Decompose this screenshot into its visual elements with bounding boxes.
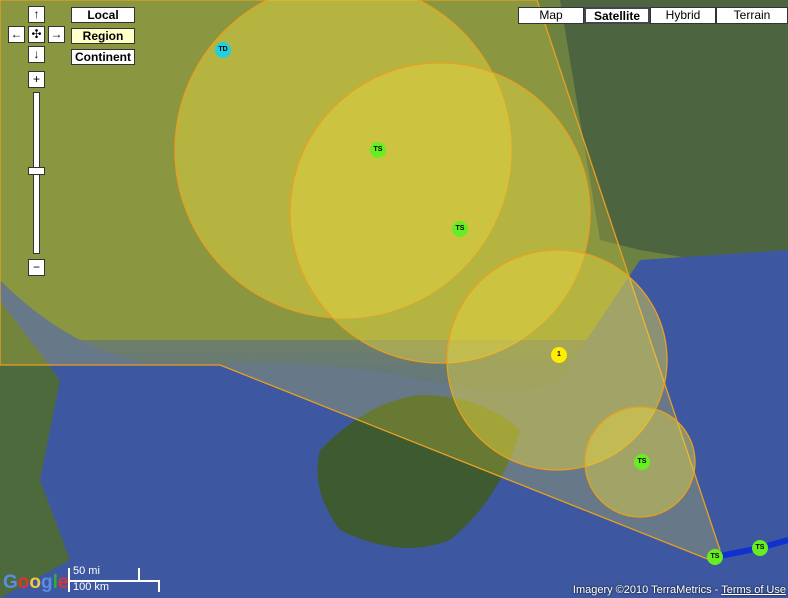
storm-marker-icon[interactable]: TS bbox=[707, 549, 723, 565]
zoom-out-button[interactable]: − bbox=[28, 259, 45, 276]
zoom-preset-continent[interactable]: Continent bbox=[71, 49, 135, 65]
imagery-credit: Imagery ©2010 TerraMetrics - bbox=[572, 584, 722, 596]
hainan-island bbox=[317, 395, 520, 548]
storm-marker-icon[interactable]: TS bbox=[370, 142, 386, 158]
zoom-slider-thumb[interactable] bbox=[28, 167, 45, 175]
storm-marker-icon[interactable]: TD bbox=[215, 42, 231, 58]
scale-bar: 50 mi 100 km bbox=[68, 565, 160, 593]
terms-of-use-link[interactable]: Terms of Use bbox=[721, 584, 786, 596]
google-logo: Google bbox=[3, 572, 69, 593]
map-type-satellite[interactable]: Satellite bbox=[584, 7, 650, 24]
scale-km: 100 km bbox=[73, 581, 110, 593]
pan-left-button[interactable]: ← bbox=[8, 26, 25, 43]
storm-marker-icon[interactable]: 1 bbox=[551, 347, 567, 363]
cone-circle bbox=[289, 62, 591, 364]
storm-marker-icon[interactable]: TS bbox=[752, 540, 768, 556]
map-type-terrain[interactable]: Terrain bbox=[716, 7, 788, 24]
zoom-in-button[interactable]: + bbox=[28, 71, 45, 88]
pan-right-button[interactable]: → bbox=[48, 26, 65, 43]
attribution: Imagery ©2010 TerraMetrics - Terms of Us… bbox=[573, 584, 786, 596]
map-type-map[interactable]: Map bbox=[518, 7, 584, 24]
zoom-preset-region[interactable]: Region bbox=[71, 28, 135, 44]
storm-marker-icon[interactable]: TS bbox=[634, 454, 650, 470]
pan-center-button[interactable]: ✣ bbox=[28, 26, 45, 43]
pan-up-button[interactable]: ↑ bbox=[28, 6, 45, 23]
map-type-hybrid[interactable]: Hybrid bbox=[650, 7, 716, 24]
zoom-preset-local[interactable]: Local bbox=[71, 7, 135, 23]
pan-down-button[interactable]: ↓ bbox=[28, 46, 45, 63]
cone-circle bbox=[174, 0, 512, 319]
scale-miles: 50 mi bbox=[73, 565, 100, 577]
storm-marker-icon[interactable]: TS bbox=[452, 221, 468, 237]
